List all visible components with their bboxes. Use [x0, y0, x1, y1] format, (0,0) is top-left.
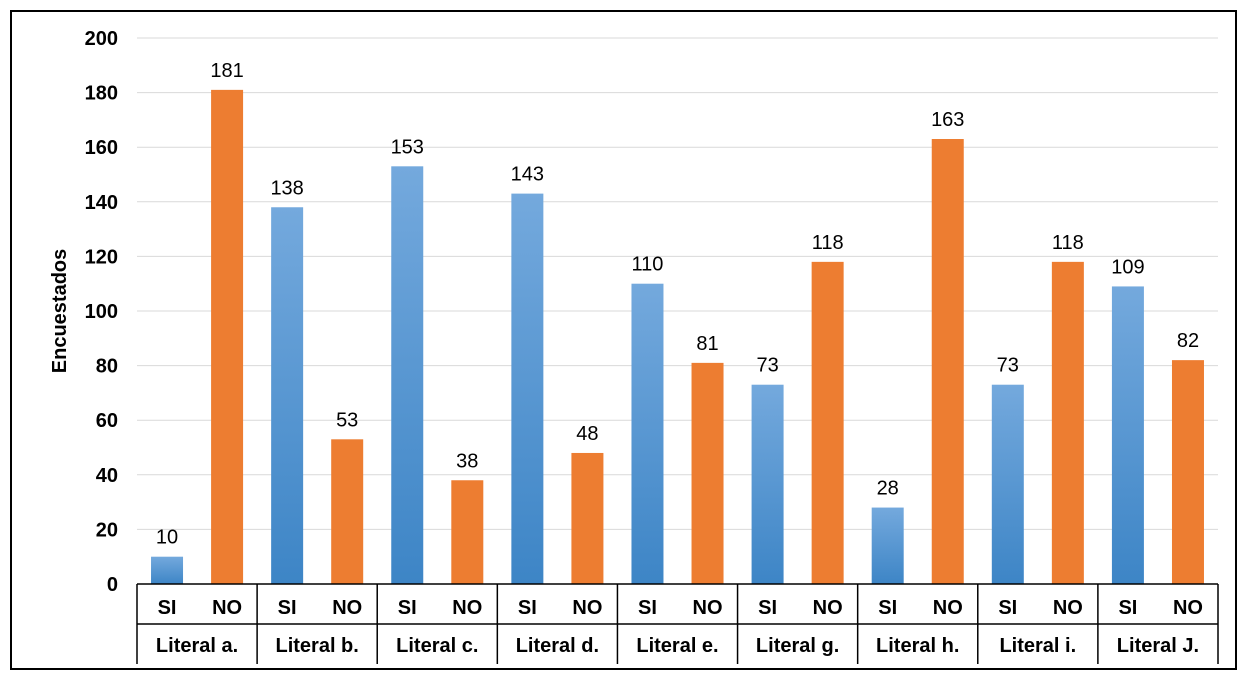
subcategory-label: NO	[1053, 597, 1083, 619]
subcategory-label: SI	[158, 597, 177, 619]
subcategory-label: NO	[212, 597, 242, 619]
subcategory-label: SI	[518, 597, 537, 619]
bar-si	[631, 283, 664, 584]
data-label: 143	[511, 164, 544, 186]
y-tick-label: 0	[107, 574, 118, 596]
y-tick-label: 120	[85, 246, 118, 268]
subcategory-label: SI	[1118, 597, 1137, 619]
data-label: 118	[812, 232, 844, 254]
bar-no	[331, 439, 364, 584]
group-label: Literal e.	[636, 635, 718, 657]
subcategory-label: SI	[638, 597, 657, 619]
group-label: Literal b.	[275, 635, 358, 657]
subcategory-label: NO	[452, 597, 482, 619]
bar-si	[151, 556, 184, 584]
bar-si	[751, 384, 784, 584]
subcategory-label: SI	[278, 597, 297, 619]
subcategory-label: SI	[998, 597, 1017, 619]
data-label: 82	[1177, 330, 1199, 352]
bar-no	[211, 89, 244, 585]
data-label: 110	[632, 254, 664, 276]
group-label: Literal h.	[876, 635, 959, 657]
subcategory-label: NO	[813, 597, 843, 619]
data-label: 73	[756, 355, 778, 377]
gridlines	[137, 37, 1218, 530]
x-axis: Literal a. SI NO Literal b. SI NO Literal c. SI…	[136, 583, 1219, 664]
data-label: 10	[156, 527, 178, 549]
bar-si	[511, 193, 544, 585]
bar-si	[271, 207, 304, 584]
bar-no	[1051, 261, 1084, 584]
y-axis: 0 20 40 60 80 100 120 140 160 180 200 Encuestados	[49, 28, 118, 596]
group-label: Literal i.	[999, 635, 1076, 657]
data-label: 73	[997, 355, 1019, 377]
y-tick-label: 200	[85, 28, 118, 50]
group-label: Literal g.	[756, 635, 839, 657]
bars	[151, 89, 1204, 585]
data-label: 163	[931, 109, 964, 131]
subcategory-label: NO	[1173, 597, 1203, 619]
group-label: Literal c.	[396, 635, 478, 657]
data-label: 81	[696, 333, 718, 355]
bar-no	[811, 261, 844, 584]
subcategory-label: SI	[758, 597, 777, 619]
y-tick-label: 140	[85, 192, 118, 214]
data-label: 53	[336, 409, 358, 431]
y-tick-label: 20	[96, 519, 118, 541]
data-label: 181	[210, 60, 243, 82]
data-label: 138	[270, 177, 303, 199]
bar-no	[1171, 360, 1204, 584]
bar-no	[931, 139, 964, 584]
y-tick-label: 40	[96, 465, 118, 487]
data-label: 109	[1111, 256, 1144, 278]
y-tick-label: 80	[96, 356, 118, 378]
subcategory-label: NO	[933, 597, 963, 619]
bar-no	[571, 452, 604, 584]
data-labels: 10 181 138 53 153 38 143 48 110 81 73 118 28 163 73 118…	[156, 60, 1199, 549]
data-label: 153	[391, 136, 424, 158]
y-tick-label: 100	[85, 301, 118, 323]
y-tick-label: 60	[96, 410, 118, 432]
subcategory-label: NO	[693, 597, 723, 619]
data-label: 118	[1052, 232, 1084, 254]
subcategory-label: NO	[332, 597, 362, 619]
bar-si	[1111, 286, 1144, 584]
bar-si	[391, 166, 424, 584]
y-axis-label: Encuestados	[49, 249, 71, 373]
subcategory-label: NO	[572, 597, 602, 619]
data-label: 48	[576, 423, 598, 445]
bar-no	[691, 362, 724, 584]
bar-no	[451, 480, 484, 584]
data-label: 28	[877, 478, 899, 500]
y-tick-label: 180	[85, 83, 118, 105]
group-label: Literal a.	[156, 635, 238, 657]
bar-si	[991, 384, 1024, 584]
data-label: 38	[456, 450, 478, 472]
subcategory-label: SI	[398, 597, 417, 619]
y-tick-label: 160	[85, 137, 118, 159]
group-label: Literal d.	[516, 635, 599, 657]
group-label: Literal J.	[1117, 635, 1199, 657]
bar-si	[871, 507, 904, 584]
subcategory-label: SI	[878, 597, 897, 619]
